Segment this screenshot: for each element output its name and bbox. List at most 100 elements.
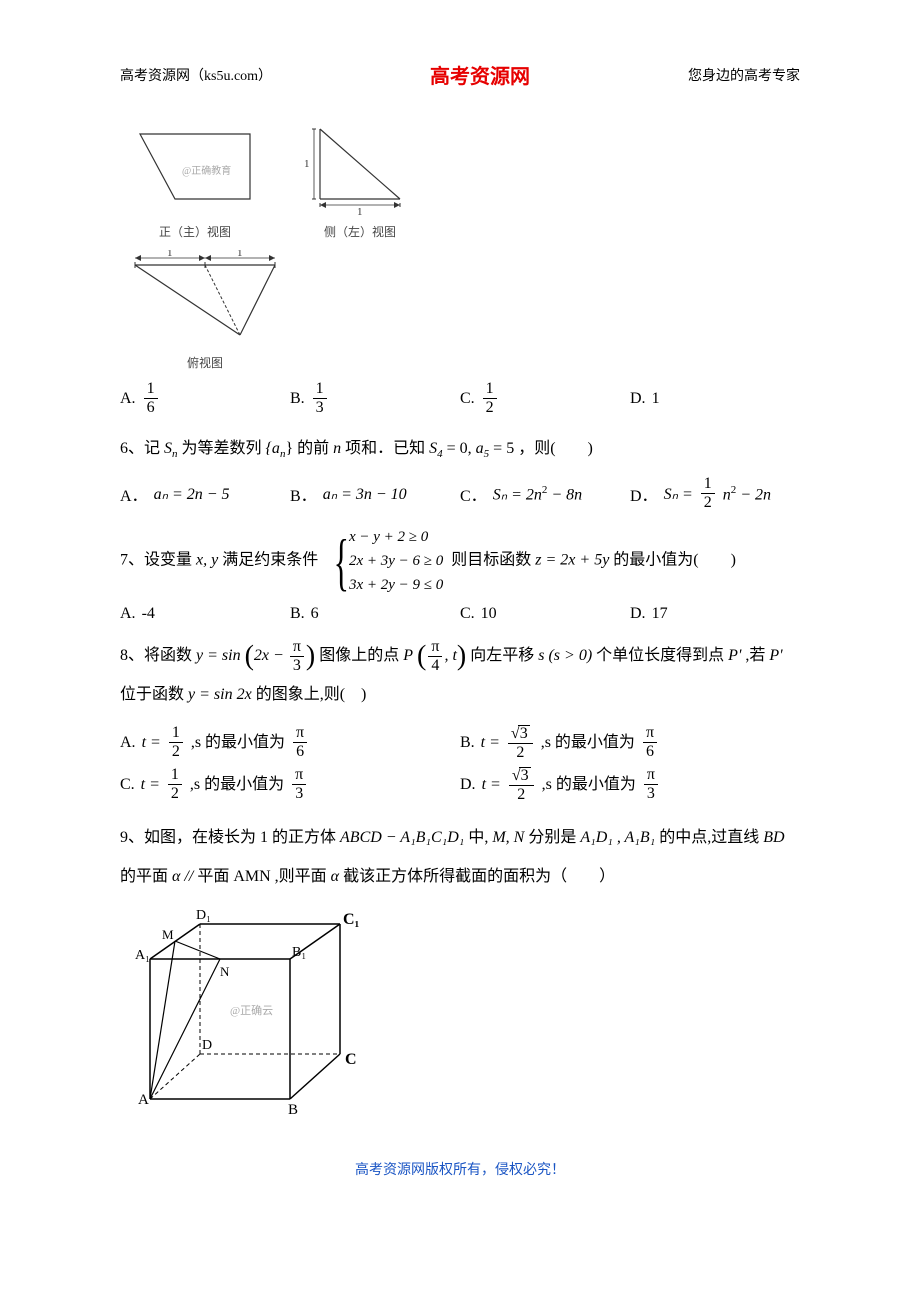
q9-t1: 9、如图，在棱长为 1 的正方体: [120, 829, 336, 846]
q5-choices: A. 1 6 B. 1 3 C. 1 2 D. 1: [120, 381, 800, 416]
q7-choice-a: A.-4: [120, 605, 290, 623]
cube-svg: A B C D A₁ B₁ C₁ D₁ M N @正确云: [120, 904, 380, 1124]
svg-text:C₁: C₁: [343, 911, 360, 928]
frac-num: π: [290, 639, 304, 657]
svg-text:B₁: B₁: [292, 945, 306, 960]
q8-y: y = sin: [196, 647, 241, 664]
q7-choice-d: D.17: [630, 605, 800, 623]
q6-a5: a: [476, 440, 484, 457]
frac-den: 3: [644, 785, 658, 802]
top-view-svg: 1 1: [120, 250, 290, 350]
page: 高考资源网（ks5u.com） 高考资源网 您身边的高考专家 @正确教育 正（主…: [0, 0, 920, 1219]
q6-b-expr: aₙ = 3n − 10: [323, 484, 407, 504]
svg-text:1: 1: [167, 250, 173, 259]
q5-d-val: 1: [652, 390, 660, 408]
svg-text:A: A: [138, 1092, 149, 1108]
q6-n: n: [333, 440, 341, 457]
svg-text:1: 1: [357, 206, 363, 218]
q8-c-t: t =: [141, 764, 160, 806]
frac-den: 6: [144, 399, 158, 416]
q8-t4: 个单位长度得到点: [596, 647, 724, 664]
svg-text:A₁: A₁: [135, 948, 150, 963]
q6-d-n: n: [723, 486, 731, 503]
q8-t5: ,若: [745, 647, 765, 664]
q5-choice-d: D. 1: [630, 381, 800, 416]
q8-l22: 的图象上,则( ): [256, 686, 367, 703]
paren-left-icon: (: [245, 641, 254, 672]
q6-t3: } 的前: [285, 440, 329, 457]
q9-amn: 平面 AMN: [197, 868, 270, 885]
q8-choice-a: A. t = 12 ,s 的最小值为 π6: [120, 722, 460, 764]
svg-text:D: D: [202, 1038, 212, 1053]
q8-l21: 位于函数: [120, 686, 184, 703]
paren-left-icon: (: [417, 641, 426, 672]
paren-right-icon: ): [306, 641, 315, 672]
q6-choices: A． aₙ = 2n − 5 B． aₙ = 3n − 10 C． Sₙ = 2…: [120, 476, 800, 511]
q8-scond: (s > 0): [548, 647, 592, 664]
svg-text:B: B: [288, 1102, 298, 1118]
svg-text:M: M: [162, 927, 174, 942]
q6-t1: 6、记: [120, 440, 160, 457]
q5-b-label: B.: [290, 390, 305, 408]
q5-choice-b: B. 1 3: [290, 381, 460, 416]
q8-b-t: t =: [481, 722, 500, 764]
q7-c2: 2x + 3y − 6 ≥ 0: [349, 549, 443, 573]
q6-a-expr: aₙ = 2n − 5: [154, 484, 230, 504]
q9-t3: 分别是: [528, 829, 576, 846]
q6-t2: 为等差数列: [182, 440, 262, 457]
frac-num: π: [643, 725, 657, 743]
three-view-row2: 1 1 俯视图: [120, 250, 800, 371]
q8-a-label: A.: [120, 722, 136, 764]
q8-d-t: t =: [482, 764, 501, 806]
q7-d-val: 17: [652, 605, 668, 623]
q8-b-sfrac: π6: [643, 725, 657, 760]
header-left: 高考资源网（ks5u.com）: [120, 65, 272, 85]
front-view-figure: @正确教育 正（主）视图: [120, 119, 270, 240]
q8-pt: , t: [444, 647, 456, 664]
page-header: 高考资源网（ks5u.com） 高考资源网 您身边的高考专家: [120, 60, 800, 89]
q9-t2: 中,: [468, 829, 488, 846]
q9-a2: α: [331, 868, 339, 885]
frac-den: 4: [428, 657, 442, 674]
q9-l23: 截该正方体所得截面的面积为（ ）: [343, 868, 615, 885]
paren-right-icon: ): [457, 641, 466, 672]
q6-choice-b: B． aₙ = 3n − 10: [290, 476, 460, 511]
frac-den: 2: [513, 744, 527, 761]
page-footer: 高考资源网版权所有，侵权必究！: [120, 1159, 800, 1179]
q8-p: P: [403, 647, 413, 664]
q7-c3: 3x + 2y − 9 ≤ 0: [349, 573, 443, 597]
q9-solid: ABCD − A₁B₁C₁D₁: [340, 829, 464, 846]
frac-num: 1: [483, 381, 497, 399]
q6-sn: S: [164, 440, 172, 457]
header-center: 高考资源网: [430, 60, 530, 89]
front-view-label: 正（主）视图: [159, 223, 231, 240]
frac-den: 3: [313, 399, 327, 416]
q6-c-pre: Sₙ = 2n: [493, 486, 542, 503]
svg-text:C: C: [345, 1051, 357, 1068]
q5-b-frac: 1 3: [313, 381, 327, 416]
q6-choice-a: A． aₙ = 2n − 5: [120, 476, 290, 511]
frac-num: 1: [144, 381, 158, 399]
q5-a-frac: 1 6: [144, 381, 158, 416]
q7-brace: { x − y + 2 ≥ 0 2x + 3y − 6 ≥ 0 3x + 2y …: [326, 525, 443, 597]
q6-choice-d: D． Sₙ = 1 2 n2 − 2n: [630, 476, 800, 511]
q9-bd: BD: [763, 829, 784, 846]
q8-2x: 2x −: [254, 647, 288, 664]
three-view-row1: @正确教育 正（主）视图 1 1 侧（左）视图: [120, 119, 800, 240]
q6-c-post: − 8n: [547, 486, 582, 503]
q7-text: 7、设变量 x, y 满足约束条件 { x − y + 2 ≥ 0 2x + 3…: [120, 525, 800, 597]
q7-choice-c: C.10: [460, 605, 630, 623]
svg-text:1: 1: [304, 158, 310, 170]
q5-c-label: C.: [460, 390, 475, 408]
frac-num: 1: [168, 767, 182, 785]
q7-c-val: 10: [481, 605, 497, 623]
sqrt-icon: √3: [512, 767, 531, 784]
q6-b-label: B．: [290, 482, 317, 506]
frac-num: π: [293, 725, 307, 743]
q7-t2: 满足约束条件: [222, 552, 318, 569]
frac-num: 1: [701, 476, 715, 494]
q8-b-mid: ,s 的最小值为: [541, 722, 635, 764]
frac-den: 2: [168, 785, 182, 802]
svg-text:@正确云: @正确云: [230, 1004, 273, 1017]
frac-den: 3: [290, 657, 304, 674]
